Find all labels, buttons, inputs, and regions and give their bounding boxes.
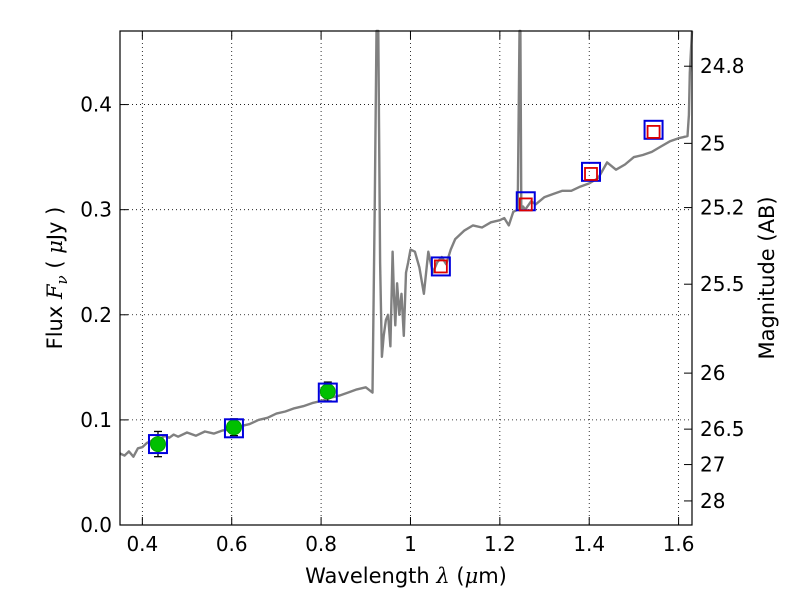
mag-tick-label: 28	[700, 489, 725, 513]
model-band-marker-outer	[147, 434, 168, 455]
y2-axis-title: Magnitude (AB)	[755, 196, 779, 359]
x-tick-label: 0.4	[126, 532, 158, 556]
plot-frame	[119, 30, 693, 526]
model-band-marker-outer	[430, 256, 451, 277]
x-axis-title: Wavelength λ (μm)	[305, 564, 507, 588]
y-axis-title: Flux Fν ( μJy )	[43, 207, 71, 350]
x-tick-label: 1.4	[573, 532, 605, 556]
model-band-marker-inner	[646, 125, 661, 139]
spectrum-layer	[119, 29, 694, 458]
x-tick-label: 1.2	[484, 532, 516, 556]
mag-tick-label: 25.5	[700, 272, 745, 296]
mag-tick-label: 25	[700, 131, 725, 155]
mag-tick-label: 25.2	[700, 196, 745, 220]
x-tick-label: 0.6	[216, 532, 248, 556]
model-band-marker-inner	[518, 197, 533, 212]
x-tick-label: 1	[404, 532, 417, 556]
y-tick-label: 0.4	[80, 93, 112, 117]
mag-tick-label: 26	[700, 361, 725, 385]
observed-point	[319, 383, 336, 400]
observed-point	[225, 419, 242, 436]
y-tick-label: 0.1	[80, 408, 112, 432]
model-band-marker-inner	[584, 167, 598, 181]
points-layer	[147, 119, 664, 458]
mag-tick-label: 26.5	[700, 417, 745, 441]
model-band-marker-inner	[433, 259, 448, 274]
model-band-marker-outer	[317, 382, 338, 403]
x-tick-label: 1.6	[663, 532, 695, 556]
spectrum-line	[119, 29, 694, 458]
y-tick-label: 0.3	[80, 198, 112, 222]
y-tick-label: 0.0	[80, 513, 112, 537]
mag-tick-label: 27	[700, 453, 725, 477]
ticks-layer: 0.4 0.6 0.8 1 1.2 1.4 1.6 0.0 0.1 0.2 0.3 0.4 24.8 25…	[80, 31, 745, 556]
y-tick-label: 0.2	[80, 303, 112, 327]
x-tick-label: 0.8	[305, 532, 337, 556]
observed-point	[149, 436, 166, 453]
model-band-marker-outer	[223, 418, 244, 439]
mag-tick-label: 24.8	[700, 54, 745, 78]
